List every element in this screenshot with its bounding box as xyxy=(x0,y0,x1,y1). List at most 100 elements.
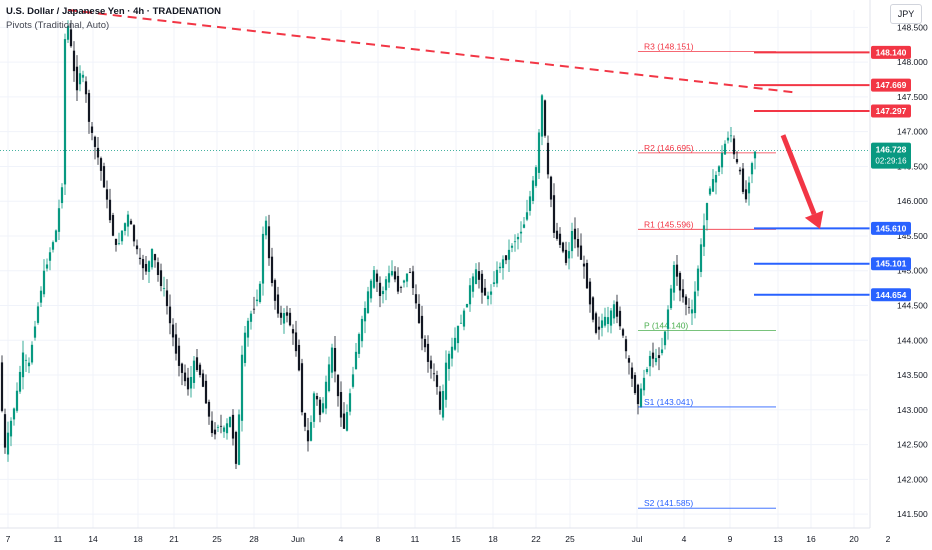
countdown-label: 02:29:16 xyxy=(875,157,907,166)
date-tick-label: Jul xyxy=(632,534,643,544)
candle-body xyxy=(171,324,175,338)
candle-body xyxy=(486,295,490,300)
candle-body xyxy=(375,273,379,282)
candle-body xyxy=(735,159,739,163)
support-level-tag xyxy=(871,221,911,235)
candle-body xyxy=(453,337,457,350)
horizontal-levels: R3 (148.151) R2 (146.695) R1 (145.596) P (1… xyxy=(0,42,870,509)
candle-body xyxy=(399,287,403,288)
time-axis: 7 11 14 18 21 25 28 Jun 4 8 11 15 18 22 25 Jul 4 9 13 16 20 2 xyxy=(0,527,891,544)
candle-body xyxy=(564,249,568,263)
candle-body xyxy=(591,297,595,320)
candle-body xyxy=(198,364,202,375)
candle-body xyxy=(492,282,496,285)
candle-body xyxy=(597,326,601,330)
candle-body xyxy=(318,399,322,415)
candle-body xyxy=(348,393,352,412)
candle-body xyxy=(363,308,367,322)
candle-body xyxy=(264,220,268,236)
candle-body xyxy=(405,273,409,282)
candle-body xyxy=(306,430,310,442)
candle-body xyxy=(252,308,256,310)
candle-body xyxy=(237,414,241,465)
candle-body xyxy=(99,158,103,171)
candle-body xyxy=(267,226,271,259)
candle-body xyxy=(132,225,136,242)
candle-body xyxy=(108,199,112,221)
candle-body xyxy=(186,377,190,390)
candle-body xyxy=(510,245,514,248)
candle-body xyxy=(525,212,529,220)
support-level-tag-label: 145.610 xyxy=(876,223,907,233)
support-level-tag xyxy=(871,288,911,302)
candle-body xyxy=(705,203,709,221)
candle-body xyxy=(528,196,532,211)
trendline-dashed xyxy=(67,9,799,94)
candle-body xyxy=(156,262,160,275)
candle-body xyxy=(78,73,82,85)
date-tick-label: 16 xyxy=(806,534,816,544)
candle-body xyxy=(447,353,451,369)
candle-body xyxy=(180,363,184,373)
candle-body xyxy=(177,345,181,366)
candle-body xyxy=(261,233,265,284)
candle-body xyxy=(60,187,64,204)
candle-body xyxy=(732,138,736,155)
candle-body xyxy=(558,233,562,245)
candle-body xyxy=(57,208,61,232)
candlestick-series xyxy=(0,20,757,469)
candle-body xyxy=(333,347,337,372)
candle-body xyxy=(228,416,232,427)
candle-body xyxy=(210,420,214,434)
candle-body xyxy=(720,152,724,168)
candle-body xyxy=(12,408,16,420)
candle-body xyxy=(609,310,613,326)
candle-body xyxy=(90,126,94,133)
candle-body xyxy=(624,339,628,352)
currency-button[interactable]: JPY xyxy=(890,4,922,24)
candle-body xyxy=(279,312,283,318)
candle-body xyxy=(342,413,346,429)
candle-body xyxy=(717,166,721,172)
candle-body xyxy=(687,306,691,308)
candle-body xyxy=(627,358,631,363)
candle-body xyxy=(294,332,298,352)
current-price-tag xyxy=(871,142,911,169)
candle-body xyxy=(519,231,523,234)
candle-body xyxy=(612,304,616,319)
candle-body xyxy=(69,29,73,47)
candle-body xyxy=(225,423,229,434)
candle-body xyxy=(174,334,178,354)
candle-body xyxy=(183,372,187,382)
candle-body xyxy=(393,271,397,280)
candle-body xyxy=(678,272,682,291)
price-tick-label: 147.000 xyxy=(897,127,928,137)
candle-body xyxy=(534,167,538,186)
candle-body xyxy=(606,317,610,324)
price-tick-label: 146.000 xyxy=(897,196,928,206)
candle-body xyxy=(288,312,292,326)
date-tick-label: 4 xyxy=(682,534,687,544)
price-tick-label: 142.000 xyxy=(897,474,928,484)
resistance-level-tag-label: 147.297 xyxy=(876,106,907,116)
candle-body xyxy=(513,241,517,243)
resistance-level-tag xyxy=(871,45,911,59)
candle-body xyxy=(420,315,424,339)
candle-body xyxy=(417,303,421,323)
date-tick-label: 18 xyxy=(488,534,498,544)
date-tick-label: 2 xyxy=(886,534,891,544)
candle-body xyxy=(189,377,193,389)
date-tick-label: 8 xyxy=(376,534,381,544)
candle-body xyxy=(567,251,571,259)
candle-body xyxy=(642,377,646,391)
candle-body xyxy=(48,252,52,261)
date-tick-label: 11 xyxy=(411,534,420,544)
candle-body xyxy=(474,269,478,284)
date-tick-label: 25 xyxy=(212,534,222,544)
price-tick-label: 143.500 xyxy=(897,370,928,380)
candle-body xyxy=(291,329,295,334)
candle-body xyxy=(744,189,748,200)
candle-body xyxy=(630,367,634,379)
candle-body xyxy=(408,271,412,273)
